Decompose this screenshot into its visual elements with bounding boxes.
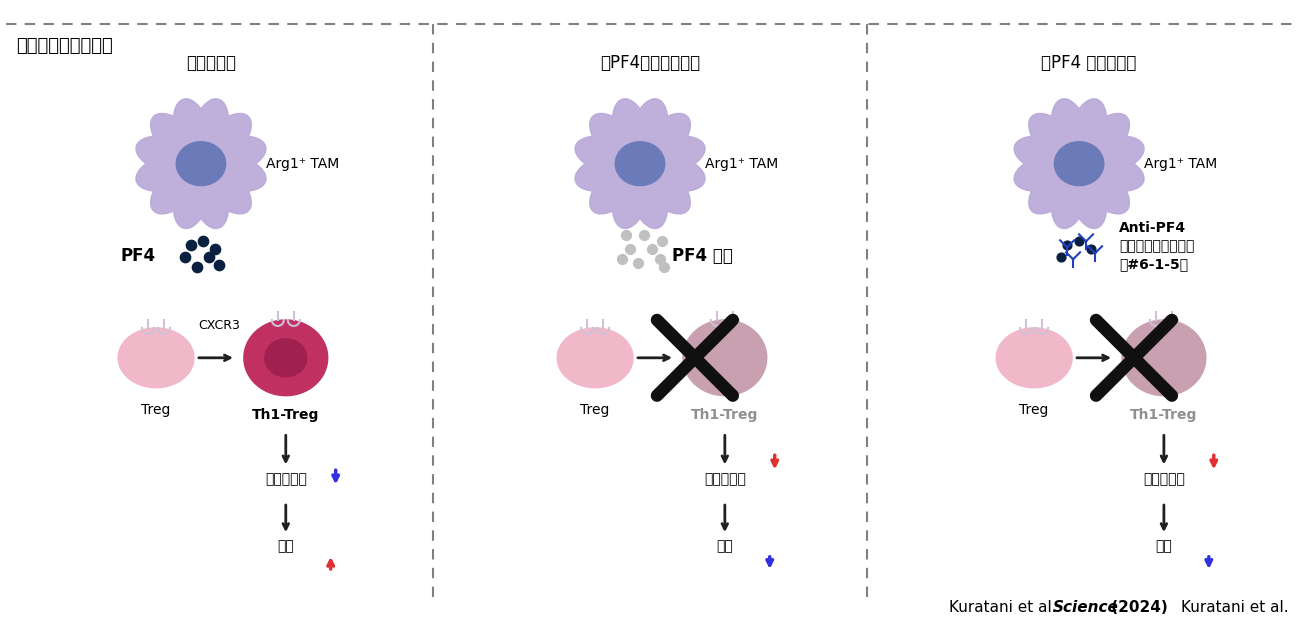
Text: 抗腫瘍免疫: 抗腫瘍免疫 (265, 472, 307, 486)
Polygon shape (682, 320, 767, 396)
Point (187, 262, 208, 272)
Point (174, 252, 195, 263)
Text: 腫瘍: 腫瘍 (716, 539, 733, 553)
Text: （PF4欠損マウス）: （PF4欠損マウス） (599, 54, 701, 72)
Text: 抗腫瘍免疫: 抗腫瘍免疫 (1143, 472, 1184, 486)
Text: 腫瘍: 腫瘍 (1156, 539, 1173, 553)
Point (1050, 252, 1071, 263)
Point (192, 236, 213, 246)
Point (199, 252, 220, 263)
Polygon shape (615, 142, 664, 185)
Point (651, 236, 672, 246)
Text: 腫瘍: 腫瘍 (277, 539, 294, 553)
Text: （PF4 の中和時）: （PF4 の中和時） (1041, 54, 1136, 72)
Text: CXCR3: CXCR3 (198, 320, 239, 332)
Text: （通常時）: （通常時） (186, 54, 235, 72)
Text: Treg: Treg (142, 403, 170, 416)
Text: Th1-Treg: Th1-Treg (1130, 408, 1197, 421)
Polygon shape (1122, 320, 1206, 396)
Polygon shape (136, 99, 266, 229)
Point (650, 254, 671, 264)
Text: Treg: Treg (580, 403, 610, 416)
Point (642, 244, 663, 254)
Point (1057, 241, 1078, 251)
Polygon shape (265, 339, 307, 377)
Text: Th1-Treg: Th1-Treg (252, 408, 320, 421)
Text: PF4: PF4 (121, 247, 156, 265)
Point (633, 230, 654, 241)
Point (616, 230, 637, 241)
Text: Treg: Treg (1019, 403, 1049, 416)
Text: Arg1⁺ TAM: Arg1⁺ TAM (705, 156, 779, 171)
Text: Th1-Treg: Th1-Treg (692, 408, 758, 421)
Text: 癌微小環境において: 癌微小環境において (17, 37, 113, 55)
Polygon shape (1054, 142, 1104, 185)
Point (208, 260, 229, 270)
Point (612, 254, 633, 264)
Point (181, 241, 202, 251)
Text: Kuratani et al.: Kuratani et al. (1182, 600, 1294, 615)
Text: Science: Science (1053, 600, 1119, 615)
Text: Kuratani et al.: Kuratani et al. (949, 600, 1062, 615)
Point (654, 262, 675, 272)
Polygon shape (118, 328, 194, 387)
Point (1080, 244, 1101, 254)
Polygon shape (1014, 99, 1144, 229)
Polygon shape (996, 328, 1072, 387)
Point (628, 258, 649, 268)
Point (620, 244, 641, 254)
Text: Arg1⁺ TAM: Arg1⁺ TAM (1144, 156, 1217, 171)
Polygon shape (244, 320, 328, 396)
Polygon shape (558, 328, 633, 387)
Text: PF4 欠損: PF4 欠損 (672, 247, 733, 265)
Text: Anti-PF4
モノクローナル抗体
（#6-1-5）: Anti-PF4 モノクローナル抗体 （#6-1-5） (1119, 221, 1195, 272)
Polygon shape (177, 142, 226, 185)
Text: 抗腫瘍免疫: 抗腫瘍免疫 (703, 472, 746, 486)
Text: (2024): (2024) (1105, 600, 1167, 615)
Point (1069, 236, 1089, 246)
Point (204, 244, 225, 254)
Text: Arg1⁺ TAM: Arg1⁺ TAM (265, 156, 339, 171)
Polygon shape (575, 99, 705, 229)
